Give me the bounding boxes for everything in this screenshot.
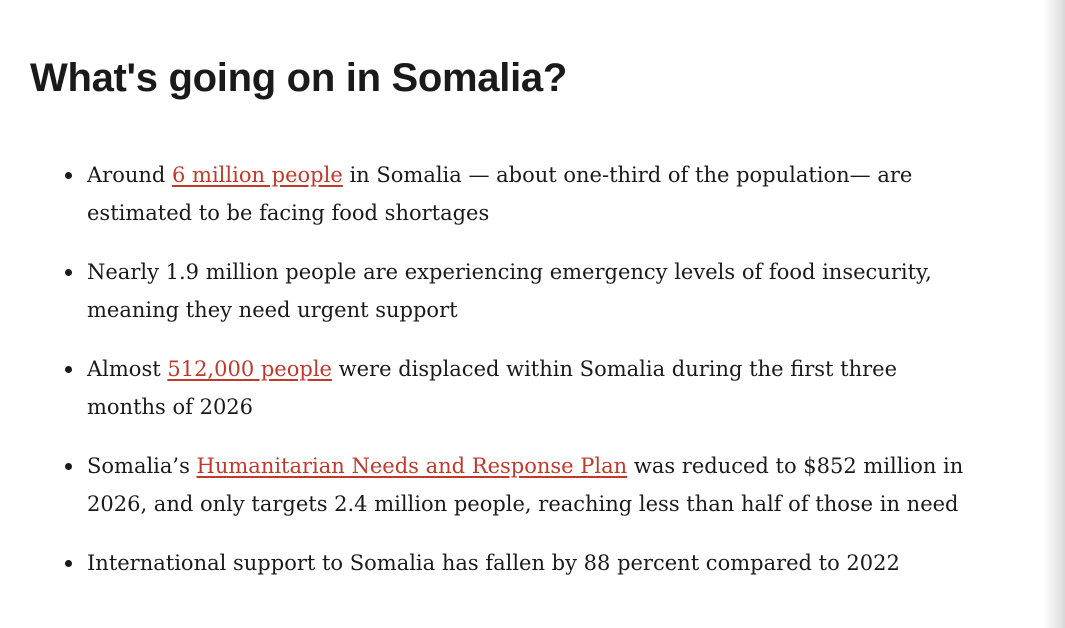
text: Almost	[87, 357, 168, 381]
text: Somalia’s	[87, 454, 197, 478]
bullet-item: International support to Somalia has fal…	[65, 544, 967, 582]
text: International support to Somalia has fal…	[87, 551, 900, 575]
heading: What's going on in Somalia?	[30, 56, 567, 100]
text: Around	[87, 163, 173, 187]
text: was reduced to $852 million in 2026, and…	[87, 454, 964, 516]
edge-shadow	[1043, 0, 1065, 628]
bullet-list: Around 6 million people in Somalia — abo…	[65, 156, 967, 603]
link[interactable]: Humanitarian Needs and Response Plan	[196, 454, 628, 478]
text: were displaced within Somalia during the…	[87, 357, 897, 419]
bullet-item: Somalia’s Humanitarian Needs and Respons…	[65, 447, 967, 523]
bullet-item: Around 6 million people in Somalia — abo…	[65, 156, 967, 232]
link[interactable]: 6 million people	[172, 163, 343, 187]
text: in Somalia — about one-third of the popu…	[87, 163, 913, 225]
link[interactable]: 512,000 people	[167, 357, 332, 381]
bullet-item: Almost 512,000 people were displaced wit…	[65, 350, 967, 426]
bullet-item: Nearly 1.9 million people are experienci…	[65, 253, 967, 329]
text: Nearly 1.9 million people are experienci…	[87, 260, 932, 322]
